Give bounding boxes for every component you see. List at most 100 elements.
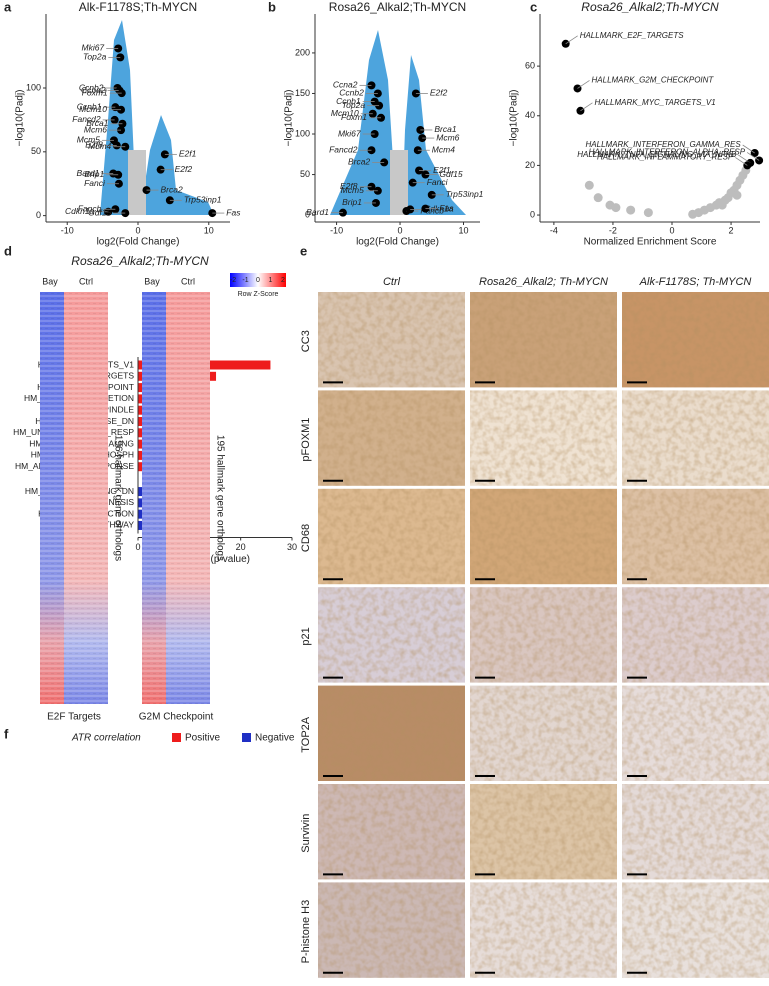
y-tick-label: 200 bbox=[295, 47, 310, 57]
micrograph-texture bbox=[622, 292, 769, 388]
point bbox=[593, 193, 603, 203]
micrograph-texture bbox=[470, 390, 617, 486]
y-tick-label: 100 bbox=[26, 82, 41, 92]
x-tick-label: 10 bbox=[458, 225, 468, 235]
point-label: Fas bbox=[226, 207, 241, 217]
point-label: Fancd2 bbox=[329, 144, 358, 154]
panel-letter: a bbox=[4, 0, 12, 14]
point-label: Top2a bbox=[83, 52, 107, 62]
micrograph-texture bbox=[318, 390, 465, 486]
x-tick-label: 0 bbox=[669, 225, 674, 235]
point-cloud bbox=[140, 115, 214, 215]
legend-title: ATR correlation bbox=[71, 733, 141, 744]
leader-line bbox=[565, 35, 578, 45]
micrograph-texture bbox=[318, 488, 465, 585]
micrograph-texture bbox=[470, 685, 617, 781]
point-cloud bbox=[100, 20, 137, 215]
block-label: E2F Targets bbox=[47, 712, 101, 723]
group-label: Ctrl bbox=[79, 276, 93, 286]
panel-letter: b bbox=[268, 0, 276, 14]
group-label: Bay bbox=[42, 276, 58, 286]
y-tick-label: 100 bbox=[295, 128, 310, 138]
point-label: Mcm6 bbox=[84, 124, 107, 134]
y-tick-label: 50 bbox=[300, 169, 310, 179]
nonsignificant-cloud bbox=[390, 150, 408, 215]
point-label: Cdkn1a bbox=[424, 204, 454, 214]
block-count-label: 196 hallmark gene orthologs bbox=[112, 435, 123, 561]
heatmap-texture bbox=[40, 292, 108, 704]
x-tick-label: 0 bbox=[398, 225, 403, 235]
point-label: Gdf15 bbox=[439, 169, 462, 179]
point bbox=[611, 203, 621, 213]
point-label: Mcm10 bbox=[79, 104, 107, 114]
x-tick-label: 2 bbox=[729, 225, 734, 235]
column-header: Ctrl bbox=[383, 276, 401, 288]
y-tick-label: 0 bbox=[530, 209, 535, 219]
point-label: Brca2 bbox=[348, 157, 370, 167]
point-label: Ccnb1 bbox=[336, 96, 361, 106]
point-label: E2f2 bbox=[430, 88, 448, 98]
row-label: CD68 bbox=[300, 524, 312, 552]
key-tick-label: 1 bbox=[269, 277, 273, 284]
micrograph-texture bbox=[470, 882, 617, 978]
micrograph-texture bbox=[470, 587, 617, 683]
leader-line bbox=[577, 80, 590, 89]
point-label: Bard1 bbox=[306, 207, 329, 217]
point-label: Fancb bbox=[420, 205, 444, 215]
point-label: Mcm6 bbox=[436, 132, 459, 142]
point-label: Ccnb1 bbox=[77, 101, 102, 111]
y-tick-label: 0 bbox=[305, 209, 310, 219]
point-label: Ccna2 bbox=[81, 85, 106, 95]
color-key bbox=[230, 273, 286, 287]
point-label: Ccnb2 bbox=[79, 82, 104, 92]
leader-line bbox=[735, 157, 748, 166]
point-label: Mcm4 bbox=[432, 144, 455, 154]
micrograph-texture bbox=[622, 882, 769, 978]
y-tick-label: 60 bbox=[525, 60, 535, 70]
point bbox=[732, 190, 742, 200]
panel-letter: f bbox=[4, 726, 9, 741]
point-label: Mki67 bbox=[338, 128, 361, 138]
point-label: Fanci bbox=[427, 177, 449, 187]
chart-title: Alk-F1178S;Th-MYCN bbox=[79, 0, 197, 14]
x-tick-label: 30 bbox=[287, 542, 297, 552]
nonsignificant-cloud bbox=[128, 150, 146, 215]
row-label: pFOXM1 bbox=[300, 418, 312, 462]
point-label: Trp53inp1 bbox=[184, 195, 222, 205]
point-label: HALLMARK_INTERFERON_ALPHA_RESP bbox=[589, 148, 746, 157]
heatmap-title: Rosa26_Alkal2;Th-MYCN bbox=[71, 254, 209, 268]
x-tick-label: 0 bbox=[135, 542, 140, 552]
y-tick-label: 40 bbox=[525, 110, 535, 120]
point-label: Top2a bbox=[342, 100, 366, 110]
column-header: Rosa26_Alkal2; Th-MYCN bbox=[479, 276, 608, 288]
point bbox=[717, 200, 727, 210]
x-tick-label: -4 bbox=[550, 225, 558, 235]
row-label: p21 bbox=[300, 627, 312, 645]
legend-swatch bbox=[242, 733, 251, 742]
row-label: TOP2A bbox=[300, 716, 312, 753]
point-label: Mcm5 bbox=[77, 135, 100, 145]
point-label: E2f8 bbox=[85, 140, 103, 150]
panel-letter: c bbox=[530, 0, 537, 14]
point-label: E2f1 bbox=[179, 149, 197, 159]
leader-line bbox=[580, 102, 593, 112]
micrograph-texture bbox=[318, 587, 465, 683]
micrograph-texture bbox=[622, 587, 769, 683]
x-axis-label: Normalized Enrichment Score bbox=[584, 237, 717, 248]
group-label: Bay bbox=[144, 276, 160, 286]
point-label: E2f2 bbox=[175, 164, 193, 174]
group-label: Ctrl bbox=[181, 276, 195, 286]
key-tick-label: 0 bbox=[256, 277, 260, 284]
micrograph-texture bbox=[318, 882, 465, 978]
micrograph-texture bbox=[318, 784, 465, 880]
point-label: Gdf15 bbox=[88, 207, 111, 217]
point-label: Mki67 bbox=[81, 43, 104, 53]
y-axis-label: −log10(Padj) bbox=[509, 90, 520, 147]
point-cloud bbox=[330, 30, 398, 215]
y-tick-label: 150 bbox=[295, 88, 310, 98]
point bbox=[643, 208, 653, 218]
point-label: HALLMARK_INTERFERON_GAMMA_RES bbox=[586, 140, 742, 149]
block-label: G2M Checkpoint bbox=[139, 712, 214, 723]
point-label: Mcm4 bbox=[88, 141, 111, 151]
x-tick-label: 10 bbox=[204, 225, 214, 235]
